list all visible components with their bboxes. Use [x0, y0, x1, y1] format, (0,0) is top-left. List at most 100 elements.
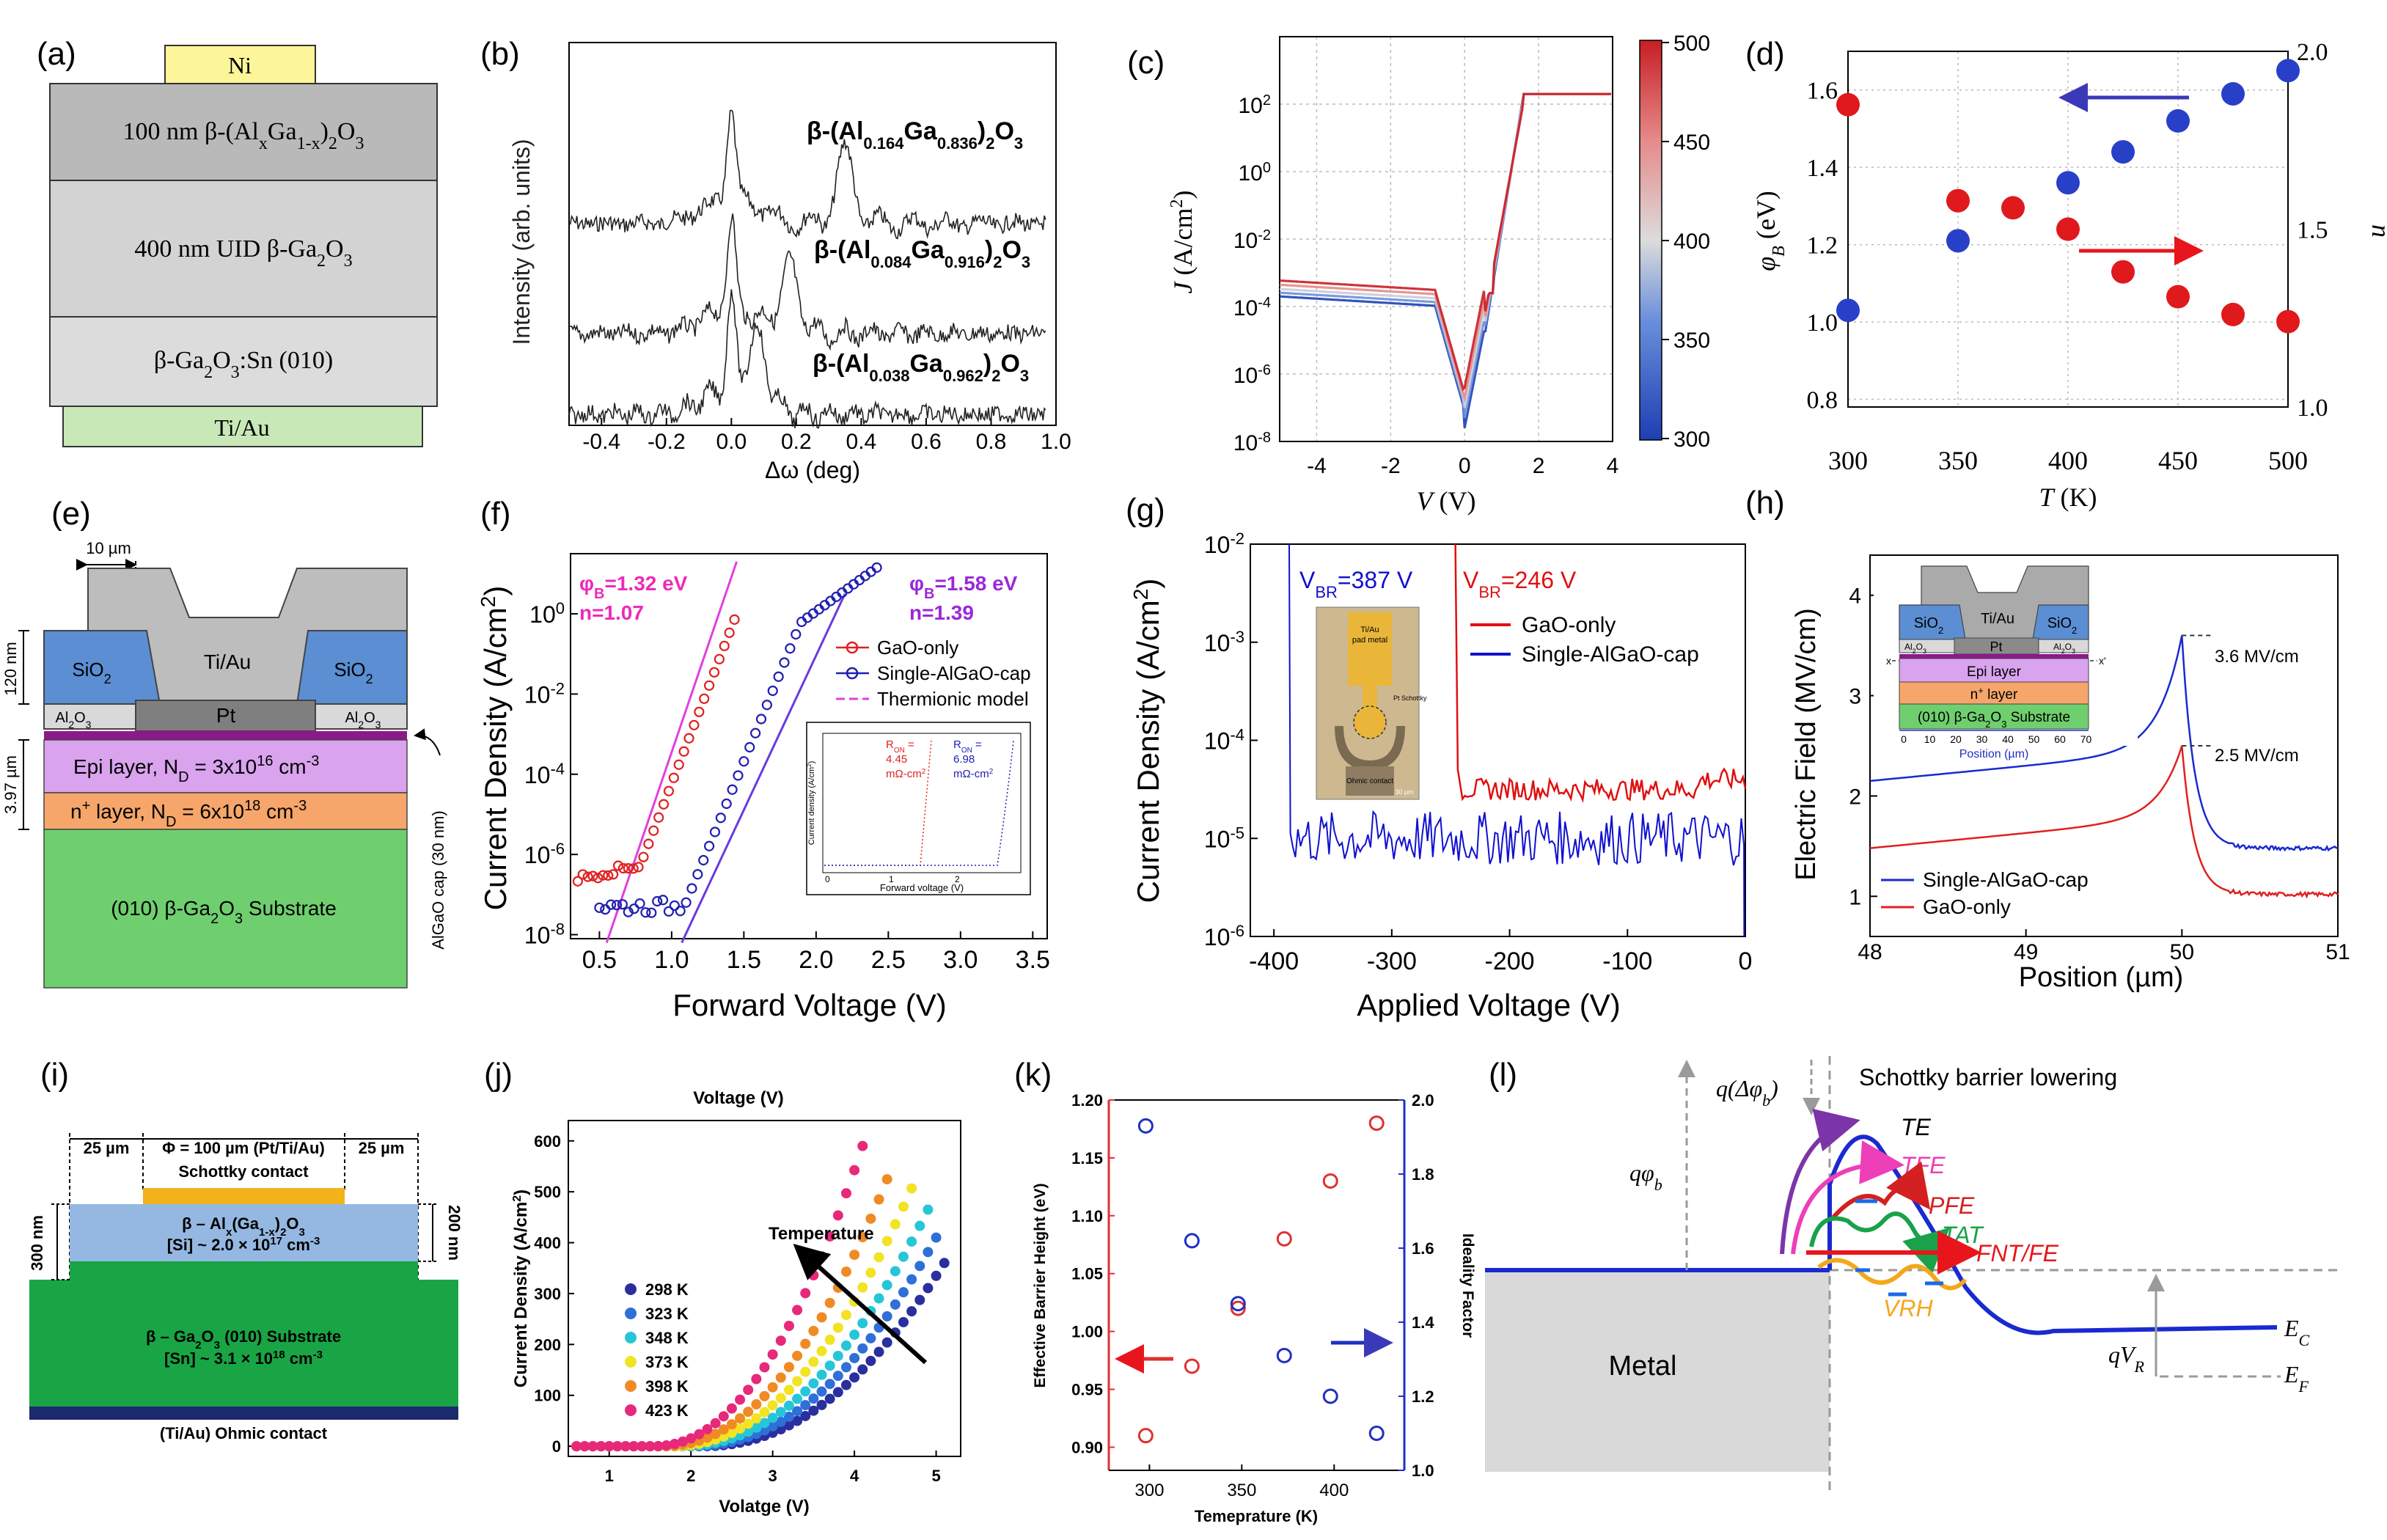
- j-point-298K: [931, 1270, 942, 1281]
- f-point-gaoonly: [598, 870, 609, 881]
- j-point-423K: [587, 1441, 598, 1452]
- j-ytick-label: 200: [534, 1335, 561, 1354]
- h-axes: [1869, 554, 2339, 937]
- c-cbar-label: 350: [1673, 329, 1710, 353]
- b-curve-2: [568, 289, 1046, 429]
- c-cbar-label: 300: [1673, 428, 1710, 452]
- j-legend-label: 298 K: [645, 1280, 689, 1299]
- panel-label-h: (h): [1745, 485, 1785, 521]
- f-inset-ron2-b: 6.98: [953, 753, 975, 766]
- k-ylabel-right: Ideality Factor: [1459, 1233, 1476, 1338]
- j-point-423K: [694, 1429, 705, 1440]
- j-point-423K: [628, 1441, 639, 1452]
- e-tiau-label: Ti/Au: [204, 650, 251, 673]
- h-ytick-label: 4: [1849, 584, 1861, 609]
- f-point-gaoonly: [673, 759, 684, 770]
- f-point-algaocap: [663, 906, 675, 917]
- f-inset-ylabel: Current density (A/cm2): [806, 761, 817, 846]
- f-point-algaocap: [761, 700, 772, 711]
- j-point-373K: [816, 1346, 827, 1357]
- j-top-label: Voltage (V): [693, 1088, 784, 1108]
- j-point-298K: [792, 1415, 803, 1426]
- f-ann1b: n=1.07: [579, 601, 644, 624]
- j-point-348K: [840, 1340, 851, 1351]
- h-xtick-label: 50: [2170, 940, 2194, 964]
- l-mech-tfe: TFE: [1901, 1152, 1946, 1178]
- j-point-423K: [767, 1349, 778, 1360]
- j-point-298K: [783, 1420, 794, 1431]
- j-point-298K: [832, 1387, 843, 1398]
- l-sbl: Schottky barrier lowering: [1859, 1064, 2117, 1090]
- f-point-gaoonly: [683, 733, 694, 744]
- j-xtick-label: 2: [686, 1467, 695, 1485]
- j-point-298K: [808, 1405, 819, 1416]
- j-point-373K: [767, 1400, 778, 1411]
- j-point-373K: [735, 1423, 746, 1434]
- g-inset-label-0: Ti/Au: [1360, 626, 1379, 634]
- c-xtick-label: 4: [1607, 454, 1619, 478]
- f-ann2: φB=1.58 eV: [909, 572, 1018, 602]
- g-ytick-label: 10-4: [1204, 725, 1244, 755]
- j-point-298K: [800, 1410, 811, 1421]
- j-point-373K: [792, 1376, 803, 1387]
- j-axes: [568, 1120, 961, 1457]
- j-point-348K: [775, 1407, 786, 1418]
- j-point-423K: [686, 1433, 697, 1444]
- j-point-348K: [873, 1293, 884, 1304]
- j-point-323K: [898, 1287, 909, 1298]
- f-inset-ron1-b: 4.45: [886, 753, 907, 766]
- f-point-gaoonly: [699, 693, 710, 704]
- j-point-398K: [865, 1213, 876, 1224]
- d-ytick-left: 1.4: [1807, 155, 1838, 182]
- i-al-doping: [Si] ~ 2.0 × 1017 cm-3: [167, 1235, 320, 1255]
- j-point-423K: [637, 1441, 648, 1452]
- panel-label-c: (c): [1127, 45, 1165, 81]
- j-point-323K: [792, 1406, 803, 1417]
- ni-contact: [164, 45, 316, 84]
- c-ytick-label: 10-2: [1233, 227, 1271, 253]
- j-point-373K: [824, 1334, 835, 1345]
- j-point-398K: [792, 1350, 803, 1361]
- k-point-left: [1322, 1173, 1338, 1189]
- j-point-398K: [857, 1232, 868, 1243]
- h-inset: SiO2 SiO2 Ti/Au Pt Al2O3 Al2O3 x x' Epi …: [1874, 559, 2138, 760]
- j-point-323K: [914, 1261, 925, 1272]
- c-cbar-label: 500: [1673, 32, 1710, 56]
- i-substrate: [29, 1261, 458, 1407]
- k-xtick-label: 350: [1227, 1481, 1256, 1500]
- c-curve-400K: [1279, 92, 1611, 408]
- h-inset-tick: 40: [2002, 733, 2014, 745]
- f-point-algaocap: [791, 628, 802, 640]
- j-point-398K: [783, 1362, 794, 1373]
- f-point-gaoonly: [643, 838, 654, 849]
- j-point-423K: [800, 1288, 811, 1299]
- c-xtick-label: 2: [1533, 454, 1545, 478]
- f-point-algaocap: [721, 798, 732, 810]
- g-ytick-label: 10-6: [1204, 922, 1244, 951]
- j-xtick-label: 4: [850, 1467, 859, 1485]
- j-xlabel: Volatge (V): [719, 1497, 810, 1517]
- j-point-423K: [783, 1321, 794, 1332]
- j-point-323K: [865, 1332, 876, 1343]
- j-point-398K: [881, 1174, 892, 1185]
- j-arrow-label: Temperature: [769, 1224, 874, 1244]
- g-xtick-label: 0: [1739, 947, 1753, 975]
- f-legend: GaO-only Single-AlGaO-cap Thermionic mod…: [836, 637, 1031, 710]
- j-point-373K: [783, 1385, 794, 1396]
- h-inset-tick: 50: [2028, 733, 2040, 745]
- d-xlabel: T (K): [2039, 483, 2097, 512]
- g-inset-label-4: 30 µm: [1395, 788, 1413, 796]
- g-ytick-label: 10-3: [1204, 627, 1244, 656]
- j-point-423K: [604, 1441, 615, 1452]
- j-point-423K: [595, 1441, 606, 1452]
- d-ytick-left: 1.6: [1807, 78, 1838, 105]
- j-point-423K: [669, 1439, 680, 1450]
- k-point-right: [1184, 1233, 1200, 1249]
- j-point-323K: [881, 1310, 892, 1321]
- j-point-298K: [939, 1258, 950, 1269]
- g-vbr1: VBR=387 V: [1299, 567, 1413, 601]
- f-xtick-label: 2.0: [799, 946, 833, 974]
- k-xtick-label: 300: [1134, 1481, 1164, 1500]
- b-label-2: β-(Al0.084Ga0.916)2O3: [814, 236, 1030, 271]
